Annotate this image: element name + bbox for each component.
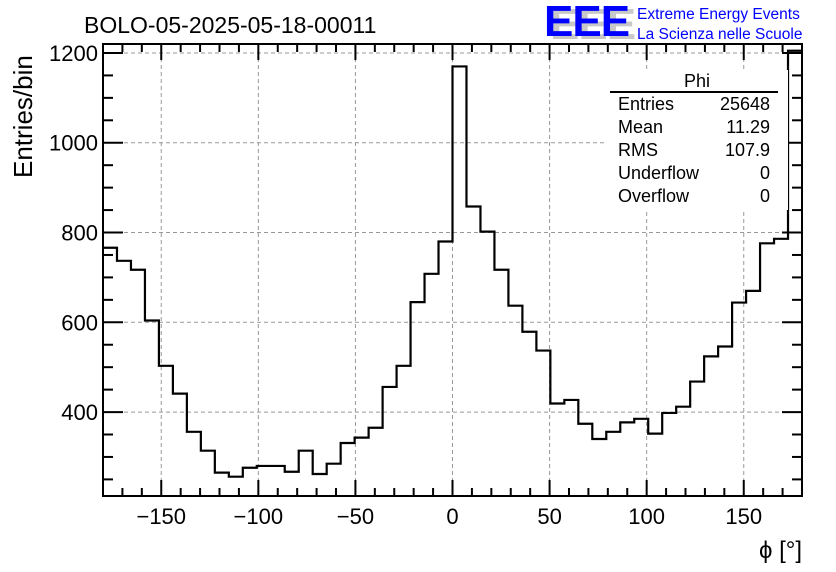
stats-value: 0 [760,163,770,183]
stats-value: 25648 [720,94,770,114]
x-tick-label: −100 [234,504,284,529]
eee-logo: EEE Extreme Energy Events La Scienza nel… [544,0,802,46]
x-tick-label: −150 [136,504,186,529]
stats-label: Mean [618,117,663,137]
stats-title: Phi [684,71,710,91]
stats-value: 0 [760,186,770,206]
stats-value: 107.9 [725,140,770,160]
stats-box: Phi Entries 25648 Mean 11.29 RMS 107.9 Underfl… [606,70,788,210]
x-tick-label: 100 [628,504,665,529]
y-tick-label: 400 [61,400,98,425]
stats-label: Overflow [618,186,690,206]
logo-line2: La Scienza nelle Scuole [637,26,802,43]
x-tick-label: 150 [725,504,762,529]
stats-value: 11.29 [726,117,770,137]
stats-label: RMS [618,140,658,160]
y-axis-label: Entries/bin [8,55,38,178]
logo-line1: Extreme Energy Events [637,6,800,23]
axis-ticks [102,44,803,496]
stats-label: Underflow [618,163,700,183]
y-tick-label: 1200 [49,41,98,66]
histogram-line [103,49,802,478]
y-tick-label: 600 [61,310,98,335]
chart-title: BOLO-05-2025-05-18-00011 [84,12,376,38]
x-axis-label: ϕ [°] [759,537,802,564]
y-tick-label: 1000 [49,131,98,156]
y-tick-label: 800 [61,221,98,246]
x-tick-labels: −150 −100 −50 0 50 100 150 [136,504,762,529]
stats-label: Entries [618,94,674,114]
x-tick-label: −50 [337,504,374,529]
x-tick-label: 50 [537,504,561,529]
y-tick-labels: 400 600 800 1000 1200 [49,41,98,425]
plot-frame [102,43,803,497]
x-tick-label: 0 [446,504,458,529]
logo-mark: EEE [544,0,629,46]
